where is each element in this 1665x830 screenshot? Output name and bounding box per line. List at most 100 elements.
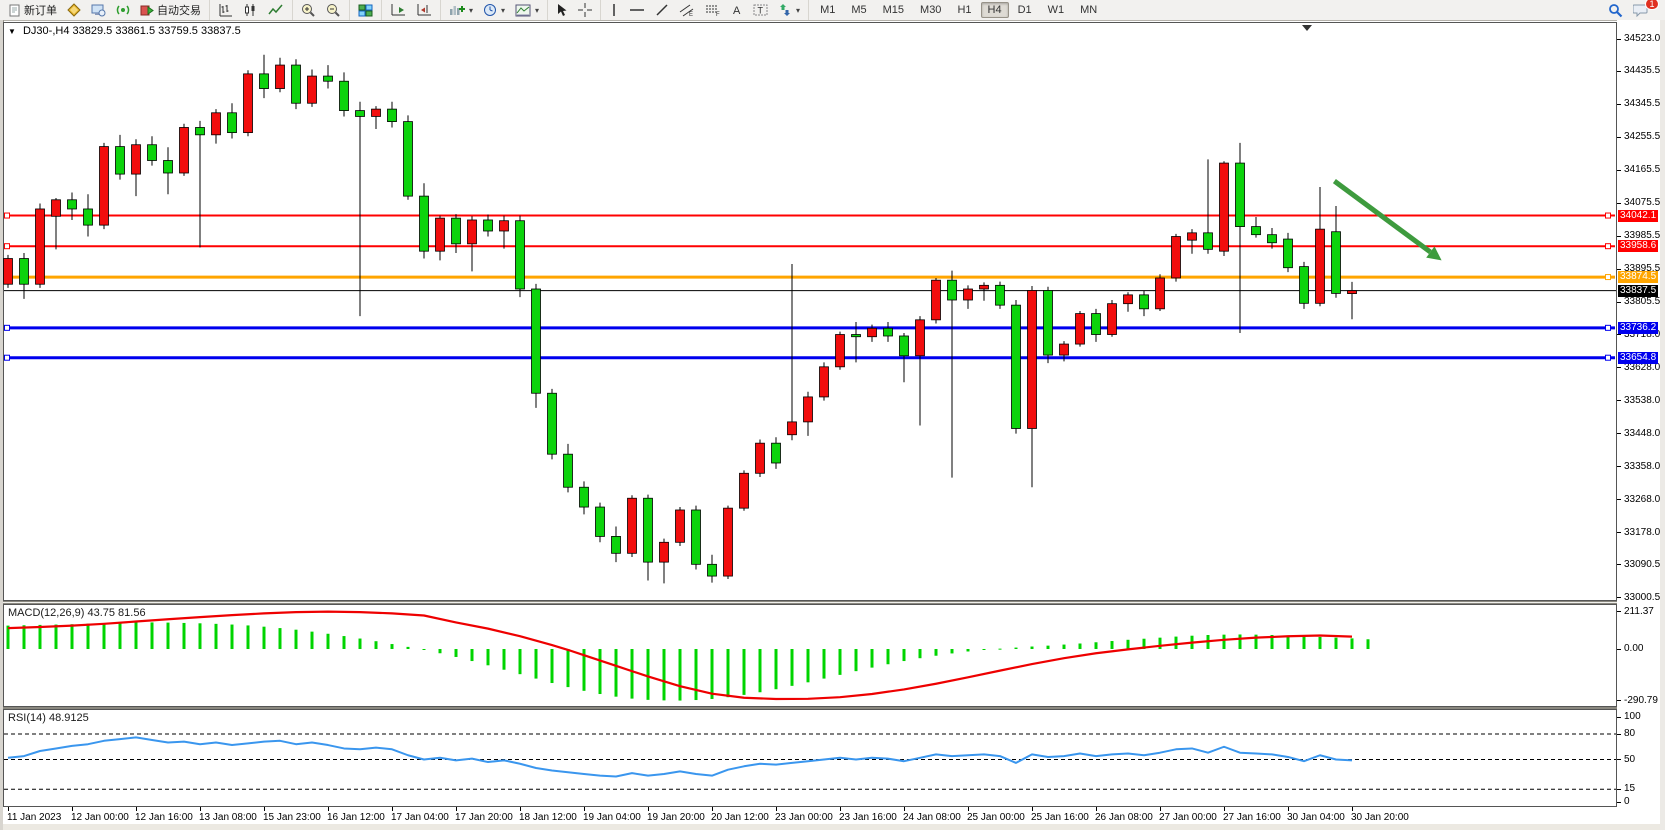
- line-chart-mode-button[interactable]: [263, 1, 289, 19]
- time-axis-tick: [200, 807, 201, 811]
- auto-scroll-button[interactable]: [385, 1, 411, 19]
- equidistant-channel-icon: E: [679, 4, 694, 17]
- auto-trading-button[interactable]: 自动交易: [135, 0, 206, 20]
- market-watch-icon: [67, 3, 81, 17]
- price-tick: [1617, 202, 1621, 204]
- zoom-in-button[interactable]: [296, 1, 321, 19]
- time-axis[interactable]: 11 Jan 2023 12 Jan 00:00 12 Jan 16:00 13 Ja…: [3, 807, 1617, 824]
- macd-indicator-panel[interactable]: [3, 604, 1617, 707]
- macd-axis-tick: [1617, 700, 1621, 702]
- new-order-label: 新订单: [24, 5, 57, 17]
- crosshair-button[interactable]: [573, 1, 597, 19]
- text-label-button[interactable]: T: [748, 1, 773, 19]
- periods-clock-icon: [484, 4, 497, 16]
- terminal-icon: [91, 4, 106, 16]
- time-axis-tick: [8, 807, 9, 811]
- price-level-badge: 33654.8: [1618, 351, 1659, 364]
- timeframe-d1[interactable]: D1: [1017, 4, 1032, 16]
- bar-chart-mode-button[interactable]: [213, 1, 238, 19]
- timeframe-h1[interactable]: H1: [957, 4, 972, 16]
- svg-text:T: T: [758, 6, 764, 16]
- horizontal-line-button[interactable]: [624, 1, 650, 19]
- time-axis-label: 27 Jan 16:00: [1223, 812, 1281, 823]
- bar-chart-icon: [219, 4, 232, 17]
- time-axis-tick: [1352, 807, 1353, 811]
- price-tick: [1617, 564, 1621, 566]
- panel-splitter-2[interactable]: [3, 707, 1617, 709]
- price-axis-label: 33448.0: [1624, 427, 1661, 439]
- price-axis-label: 33628.0: [1624, 361, 1661, 373]
- search-button[interactable]: [1603, 1, 1628, 20]
- price-tick: [1617, 235, 1621, 237]
- notifications-button[interactable]: 1: [1628, 0, 1659, 19]
- rsi-axis-tick: [1617, 759, 1621, 760]
- time-axis-tick: [136, 807, 137, 811]
- text-button[interactable]: A: [726, 1, 748, 19]
- price-axis-label: 34165.5: [1624, 164, 1661, 176]
- periods-button[interactable]: ▾: [478, 1, 510, 19]
- timeframe-m5[interactable]: M5: [851, 4, 867, 16]
- chart-shift-button[interactable]: [411, 1, 437, 19]
- new-order-button[interactable]: 新订单: [3, 0, 62, 20]
- indicators-caret: ▾: [469, 5, 474, 15]
- signals-button[interactable]: [111, 1, 135, 19]
- price-tick: [1617, 597, 1621, 599]
- indicators-button[interactable]: ▾: [444, 1, 478, 19]
- fibonacci-button[interactable]: F: [700, 1, 726, 19]
- trendline-button[interactable]: [650, 1, 674, 19]
- rsi-axis-label: 80: [1624, 728, 1636, 739]
- main-price-chart[interactable]: [3, 22, 1617, 601]
- templates-button[interactable]: ▾: [510, 2, 544, 19]
- equidistant-channel-button[interactable]: E: [674, 1, 700, 19]
- cursor-icon: [558, 4, 567, 16]
- timeframe-m30[interactable]: M30: [920, 4, 942, 16]
- terminal-button[interactable]: [86, 2, 111, 19]
- price-axis-label: 33805.5: [1624, 296, 1661, 308]
- rsi-indicator-panel[interactable]: [3, 709, 1617, 807]
- toolbar-group-right: 1: [1600, 0, 1665, 20]
- window-right-edge: [1660, 20, 1665, 830]
- rsi-axis-label: 100: [1624, 711, 1641, 722]
- chart-shift-icon: [417, 4, 431, 16]
- price-axis[interactable]: 34523.0 34435.5 34345.5 34255.5 34165.5 34075…: [1617, 20, 1660, 824]
- chart-title[interactable]: ▼ DJ30-,H4 33829.5 33861.5 33759.5 33837…: [8, 25, 241, 37]
- time-axis-label: 30 Jan 20:00: [1351, 812, 1409, 823]
- candlestick-mode-button[interactable]: [238, 1, 263, 19]
- panel-splitter-1[interactable]: [3, 601, 1617, 604]
- market-watch-button[interactable]: [62, 1, 86, 19]
- timeframe-h4[interactable]: H4: [980, 2, 1009, 18]
- price-tick: [1617, 433, 1621, 435]
- timeframe-m15[interactable]: M15: [882, 4, 905, 16]
- timeframe-mn[interactable]: MN: [1080, 4, 1098, 16]
- price-tick: [1617, 367, 1621, 369]
- timeframe-m1[interactable]: M1: [820, 4, 836, 16]
- svg-text:E: E: [689, 12, 693, 17]
- price-axis-label: 33178.0: [1624, 526, 1661, 538]
- price-tick: [1617, 334, 1621, 335]
- toolbar-group-scroll: [381, 0, 440, 20]
- price-tick: [1617, 400, 1621, 402]
- time-axis-tick: [776, 807, 777, 811]
- text-label-icon: T: [753, 4, 768, 16]
- indicators-icon: [450, 6, 465, 15]
- toolbar-group-insert: ▾ ▾ ▾: [440, 0, 547, 20]
- rsi-axis-tick: [1617, 716, 1621, 718]
- time-axis-label: 23 Jan 16:00: [839, 812, 897, 823]
- price-tick: [1617, 169, 1621, 171]
- tile-windows-button[interactable]: [353, 2, 378, 19]
- price-tick: [1617, 532, 1621, 534]
- toolbar-group-zoom: [292, 0, 349, 20]
- auto-trading-label: 自动交易: [157, 5, 201, 17]
- rsi-indicator-label: RSI(14) 48.9125: [8, 712, 89, 724]
- time-axis-tick: [328, 807, 329, 811]
- cursor-button[interactable]: [551, 1, 573, 19]
- new-order-icon: [9, 4, 20, 16]
- fibonacci-icon: F: [706, 5, 720, 17]
- zoom-out-button[interactable]: [321, 1, 346, 19]
- time-axis-label: 27 Jan 00:00: [1159, 812, 1217, 823]
- chart-collapse-icon[interactable]: ▼: [8, 27, 16, 36]
- arrows-button[interactable]: ▾: [773, 1, 805, 19]
- price-axis-label: 33718.0: [1624, 328, 1661, 340]
- timeframe-w1[interactable]: W1: [1047, 4, 1065, 16]
- vertical-line-button[interactable]: [604, 1, 624, 19]
